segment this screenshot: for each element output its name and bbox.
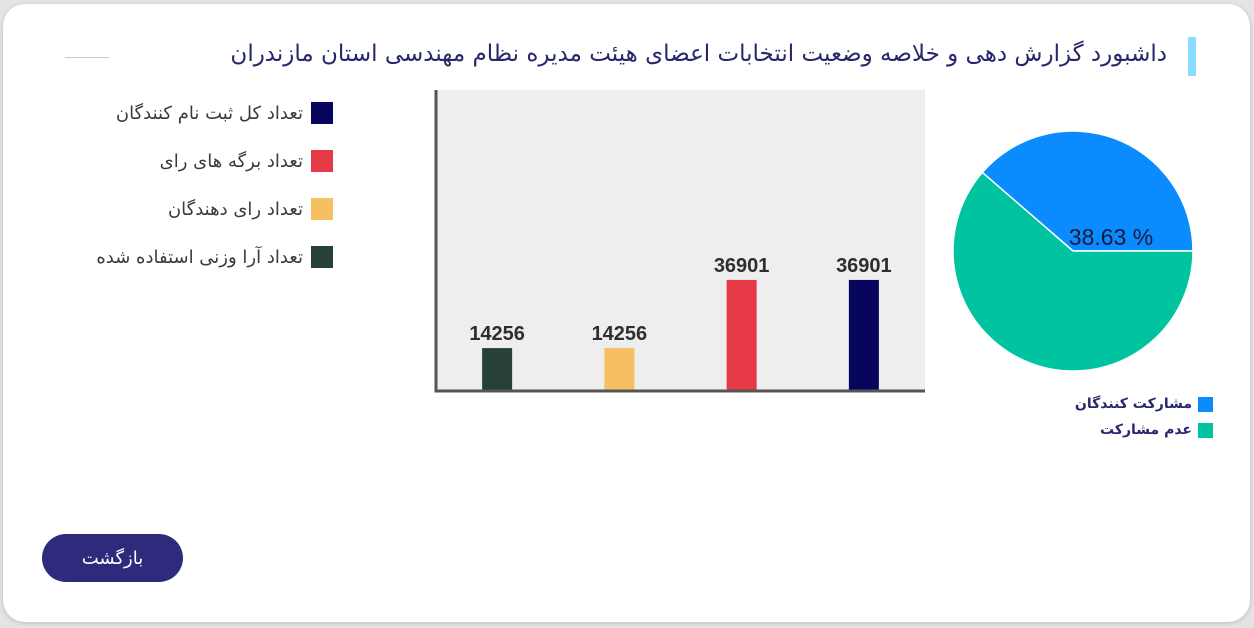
pie-legend-item-participants: مشارکت کنندگان — [1075, 394, 1213, 414]
legend-swatch — [311, 198, 333, 220]
legend-swatch — [311, 102, 333, 124]
legend-label: تعداد آرا وزنی استفاده شده — [96, 246, 303, 268]
pie-slice — [952, 171, 1194, 372]
pie-legend-label: مشارکت کنندگان — [1074, 396, 1192, 412]
bar-data-label: 14256 — [469, 323, 525, 345]
page-title: داشبورد گزارش دهی و خلاصه وضعیت انتخابات… — [230, 41, 1167, 67]
legend-item-weighted-votes: تعداد آرا وزنی استفاده شده — [96, 244, 333, 270]
title-divider — [65, 57, 109, 58]
pie-legend-swatch — [1198, 396, 1213, 412]
pie-legend-swatch — [1198, 422, 1213, 438]
bar-data-label: 36901 — [714, 255, 770, 277]
bar — [604, 348, 635, 391]
legend-label: تعداد کل ثبت نام کنندگان — [115, 102, 303, 124]
legend-label: تعداد رای دهندگان — [167, 198, 303, 220]
bar-data-label: 14256 — [592, 323, 648, 345]
bar — [482, 348, 513, 391]
pie-legend-item-non-participants: عدم مشارکت — [1100, 420, 1213, 440]
legend-item-registered: تعداد کل ثبت نام کنندگان — [116, 100, 333, 126]
bar-data-label: 36901 — [836, 255, 892, 277]
title-accent-bar — [1188, 37, 1196, 76]
bar — [726, 279, 757, 391]
pie-legend-label: عدم مشارکت — [1100, 422, 1192, 438]
plot-area — [436, 90, 925, 391]
legend-swatch — [311, 246, 333, 268]
dashboard-card: داشبورد گزارش دهی و خلاصه وضعیت انتخابات… — [3, 4, 1250, 622]
pie-data-label: 38.63 % — [1069, 224, 1153, 250]
legend-swatch — [311, 150, 333, 172]
legend-item-voters: تعداد رای دهندگان — [168, 196, 333, 222]
bar-chart: 14256 14256 36901 36901 — [434, 90, 925, 393]
back-button[interactable]: بازگشت — [42, 534, 183, 582]
pie-slice — [981, 130, 1194, 252]
legend-label: تعداد برگه های رای — [159, 150, 303, 172]
pie-chart: 38.63 % — [952, 130, 1194, 372]
bar — [848, 279, 879, 391]
legend-item-ballots: تعداد برگه های رای — [160, 148, 333, 174]
